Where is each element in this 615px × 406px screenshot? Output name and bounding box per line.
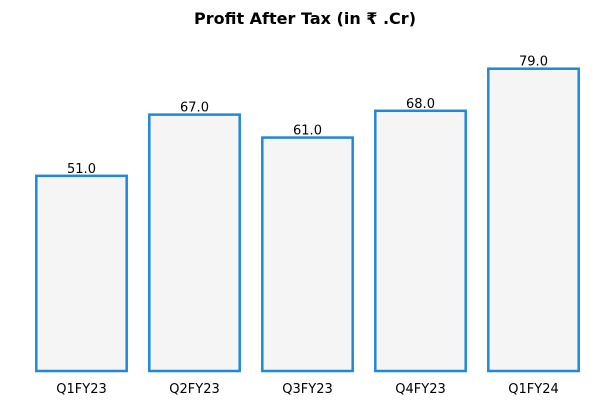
x-tick-label-q2fy23: Q2FY23 bbox=[169, 382, 219, 397]
bars-group bbox=[35, 67, 580, 373]
chart-title: Profit After Tax (in ₹ .Cr) bbox=[194, 9, 416, 28]
bar-q2fy23 bbox=[148, 113, 241, 373]
bar-q4fy23 bbox=[374, 109, 467, 373]
data-label-q2fy23: 67.0 bbox=[180, 101, 209, 116]
bar-q1fy24 bbox=[487, 67, 580, 373]
bar-q3fy23 bbox=[261, 136, 354, 373]
x-tick-label-q1fy24: Q1FY24 bbox=[508, 382, 558, 397]
data-labels-group: 51.0 67.0 61.0 68.0 79.0 bbox=[67, 55, 548, 177]
x-tick-label-q3fy23: Q3FY23 bbox=[282, 382, 332, 397]
bar-q1fy23 bbox=[35, 174, 128, 373]
data-label-q1fy24: 79.0 bbox=[519, 55, 548, 70]
x-tick-label-q1fy23: Q1FY23 bbox=[56, 382, 106, 397]
data-label-q3fy23: 61.0 bbox=[293, 124, 322, 139]
data-label-q1fy23: 51.0 bbox=[67, 162, 96, 177]
x-tick-labels-group: Q1FY23 Q2FY23 Q3FY23 Q4FY23 Q1FY24 bbox=[56, 382, 558, 397]
data-label-q4fy23: 68.0 bbox=[406, 97, 435, 112]
x-tick-label-q4fy23: Q4FY23 bbox=[395, 382, 445, 397]
